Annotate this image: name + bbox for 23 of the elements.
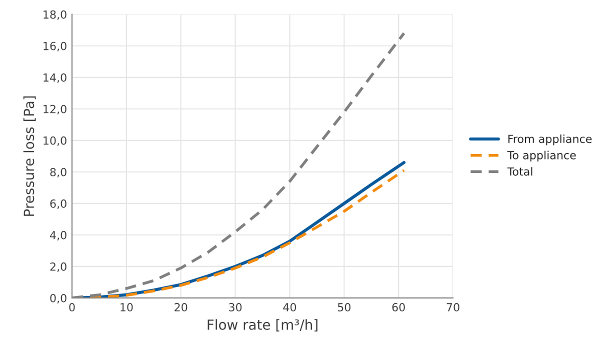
y-tick-label: 0,0 bbox=[50, 294, 66, 304]
x-tick-label: 30 bbox=[229, 303, 242, 312]
y-tick-label: 8,0 bbox=[50, 168, 66, 178]
y-tick-label: 16,0 bbox=[44, 42, 66, 52]
x-tick-label: 10 bbox=[120, 303, 133, 312]
legend-label: To appliance bbox=[507, 150, 576, 162]
x-tick-label: 50 bbox=[338, 303, 350, 312]
x-tick-label: 20 bbox=[174, 303, 188, 312]
y-tick-label: 2,0 bbox=[50, 262, 66, 272]
x-tick-label: 60 bbox=[392, 303, 405, 312]
x-axis-title: Flow rate [m³/h] bbox=[208, 319, 318, 332]
y-tick-label: 10,0 bbox=[44, 136, 66, 146]
y-axis-title: Pressure loss [Pa] bbox=[23, 96, 36, 216]
legend-label: Total bbox=[507, 167, 532, 176]
y-tick-label: 14,0 bbox=[44, 73, 66, 83]
y-tick-label: 6,0 bbox=[50, 199, 66, 209]
x-tick-label: 40 bbox=[283, 303, 296, 312]
x-tick-label: 70 bbox=[446, 303, 460, 312]
legend-label: From appliance bbox=[508, 134, 592, 146]
y-tick-label: 12,0 bbox=[44, 104, 66, 114]
x-tick-label: 0 bbox=[69, 303, 75, 312]
y-tick-label: 4,0 bbox=[50, 230, 66, 240]
y-tick-label: 18,0 bbox=[44, 10, 66, 20]
